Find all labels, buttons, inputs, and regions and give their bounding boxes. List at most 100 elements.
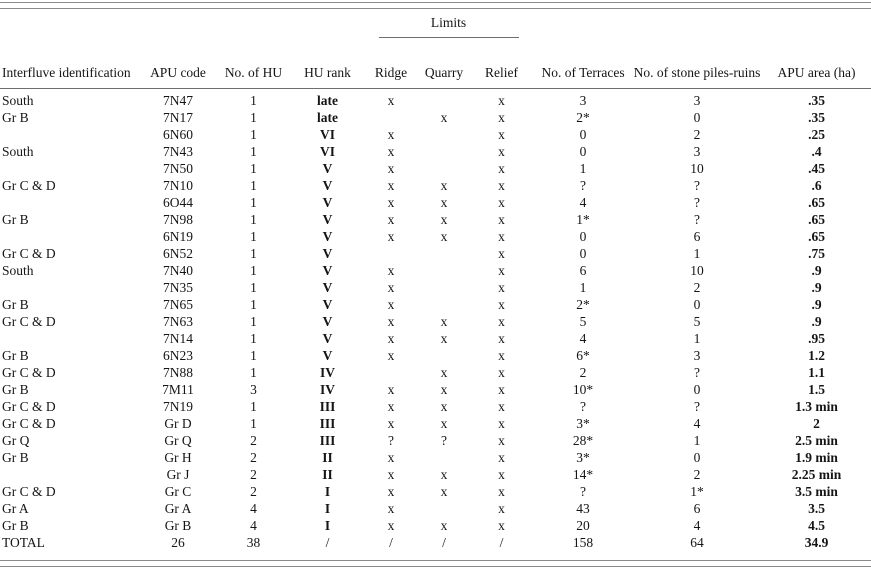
- cell-quarry: [419, 89, 469, 110]
- cell-apu-code: 6N19: [163, 229, 193, 244]
- cell-apu-code: Gr C: [164, 484, 192, 499]
- total-row: TOTAL 26 38 / / / / 158 64 34.9: [0, 534, 871, 551]
- col-header-hu-rank: HU rank: [292, 41, 363, 89]
- cell-ridge: x: [387, 212, 395, 227]
- cell-stone-piles: 5: [693, 314, 701, 329]
- cell-apu-area: .9: [811, 280, 822, 295]
- cell-relief: x: [498, 348, 505, 363]
- cell-apu-code: 7N43: [163, 144, 193, 159]
- cell-stone-piles: ?: [694, 178, 701, 193]
- cell-relief: x: [498, 433, 505, 448]
- cell-interfluve: [0, 279, 141, 296]
- table-body: South 7N47 1 late x x 3 3.35 Gr B 7N17 1 late x x 2* 0.…: [0, 89, 871, 552]
- cell-stone-piles: 2: [693, 467, 701, 482]
- cell-no-of-hu: 2: [250, 433, 257, 448]
- cell-apu-code: 7N19: [163, 399, 193, 414]
- cell-no-of-hu: 1: [250, 263, 257, 278]
- cell-apu-code: Gr J: [166, 467, 190, 482]
- cell-relief: x: [498, 93, 505, 108]
- cell-interfluve: Gr C & D: [2, 246, 56, 261]
- cell-quarry: [419, 143, 469, 160]
- cell-apu-code: 6N60: [163, 127, 193, 142]
- limits-spacer-left: [0, 11, 363, 41]
- cell-apu-area: 34.9: [804, 535, 829, 550]
- cell-relief: /: [499, 535, 504, 550]
- cell-stone-piles: 6: [693, 501, 701, 516]
- cell-relief: x: [498, 365, 505, 380]
- cell-no-of-hu: 38: [246, 535, 261, 550]
- cell-apu-area: 1.3 min: [795, 399, 838, 414]
- cell-interfluve: Gr C & D: [2, 416, 56, 431]
- cell-interfluve: [0, 194, 141, 211]
- cell-relief: x: [498, 450, 505, 465]
- cell-no-of-hu: 1: [250, 178, 257, 193]
- cell-hu-rank: V: [322, 229, 333, 244]
- cell-no-of-hu: 1: [250, 348, 257, 363]
- limits-group-header: Limits: [363, 11, 534, 41]
- limits-group-label: Limits: [430, 15, 467, 30]
- cell-hu-rank: III: [319, 416, 336, 431]
- cell-interfluve: South: [2, 144, 34, 159]
- cell-apu-area: 4.5: [808, 518, 825, 533]
- col-header-stone-piles: No. of stone piles-ruins: [632, 41, 763, 89]
- cell-apu-area: 3.5 min: [795, 484, 838, 499]
- cell-apu-area: .4: [811, 144, 822, 159]
- cell-interfluve: [0, 160, 141, 177]
- cell-relief: x: [498, 110, 505, 125]
- cell-no-of-hu: 1: [250, 331, 257, 346]
- limits-underline: [378, 37, 519, 38]
- cell-no-of-hu: 1: [250, 110, 257, 125]
- cell-ridge: x: [387, 314, 395, 329]
- cell-quarry: x: [440, 229, 448, 244]
- cell-ridge: x: [387, 263, 395, 278]
- cell-stone-piles: ?: [694, 365, 701, 380]
- cell-quarry: x: [440, 484, 448, 499]
- cell-relief: x: [498, 331, 505, 346]
- cell-quarry: x: [440, 416, 448, 431]
- cell-relief: x: [498, 484, 505, 499]
- cell-apu-area: .9: [811, 297, 822, 312]
- cell-quarry: ?: [441, 433, 447, 448]
- cell-ridge: x: [387, 195, 395, 210]
- table-row: Gr Q Gr Q 2 III?? x 28* 1 2.5 min: [0, 432, 871, 449]
- cell-terraces: 6: [579, 263, 587, 278]
- cell-quarry: x: [440, 518, 448, 533]
- cell-interfluve: Gr C & D: [2, 484, 56, 499]
- apu-table: Limits Interfluve identification APU cod…: [0, 11, 871, 551]
- cell-terraces: 3: [579, 93, 587, 108]
- cell-quarry: x: [440, 331, 448, 346]
- cell-relief: x: [498, 501, 505, 516]
- cell-stone-piles: 4: [693, 518, 701, 533]
- table-row: Gr C & D Gr D 1 III x x x 3* 4 2: [0, 415, 871, 432]
- cell-relief: x: [498, 297, 505, 312]
- cell-apu-code: 7N65: [163, 297, 193, 312]
- cell-terraces: 5: [579, 314, 587, 329]
- cell-apu-area: .35: [808, 110, 825, 125]
- cell-ridge: [363, 245, 419, 262]
- cell-interfluve: [0, 126, 141, 143]
- cell-hu-rank: V: [322, 246, 333, 261]
- cell-apu-area: 2.25 min: [791, 467, 842, 482]
- cell-ridge: x: [387, 297, 395, 312]
- cell-hu-rank: V: [322, 195, 333, 210]
- cell-ridge: x: [387, 280, 395, 295]
- cell-hu-rank: V: [322, 178, 333, 193]
- cell-apu-code: 7N10: [163, 178, 193, 193]
- cell-apu-code: Gr B: [164, 518, 192, 533]
- cell-hu-rank: late: [317, 110, 338, 125]
- cell-terraces: 0: [579, 246, 587, 261]
- cell-interfluve: Gr A: [2, 501, 29, 516]
- cell-hu-rank: II: [322, 450, 333, 465]
- cell-apu-code: 6O44: [163, 195, 193, 210]
- cell-relief: x: [498, 127, 505, 142]
- cell-stone-piles: 1: [693, 433, 701, 448]
- cell-ridge: /: [389, 535, 393, 550]
- cell-relief: x: [498, 144, 505, 159]
- cell-terraces: 0: [579, 144, 587, 159]
- col-header-interfluve: Interfluve identification: [0, 41, 141, 89]
- cell-ridge: x: [387, 348, 395, 363]
